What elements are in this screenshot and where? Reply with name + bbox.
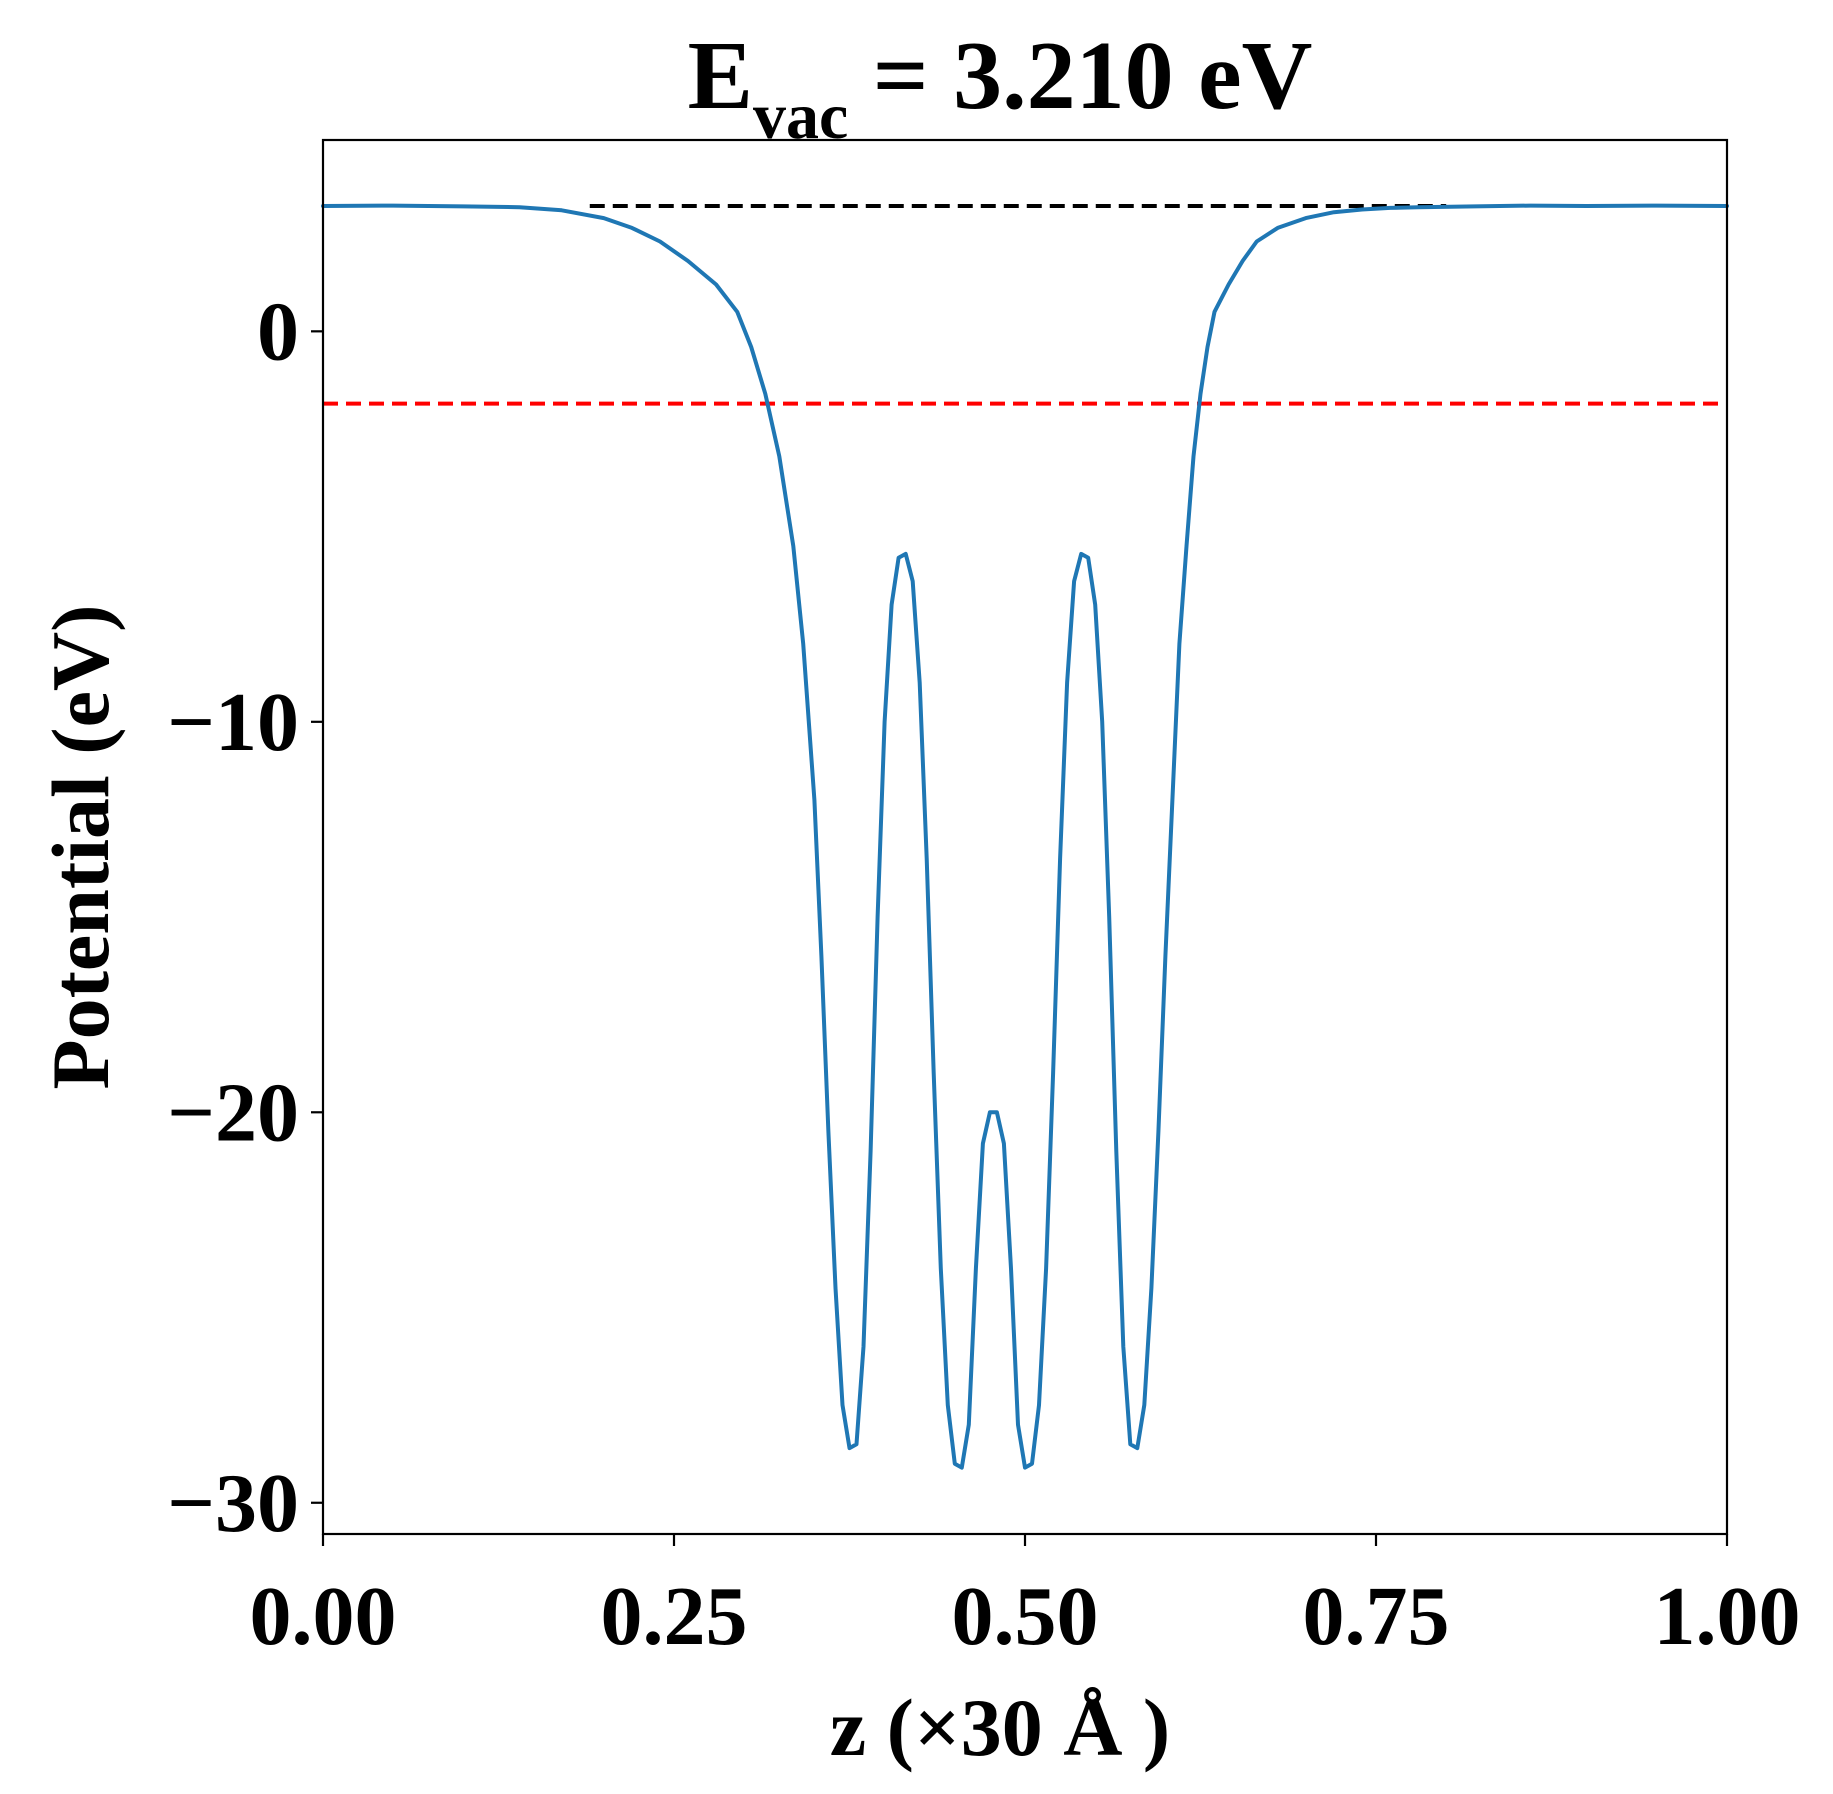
x-tick-label: 1.00: [1654, 1570, 1801, 1663]
y-tick-label: 0: [257, 285, 299, 378]
y-tick-label: −20: [167, 1066, 299, 1159]
y-tick-label: −30: [167, 1457, 299, 1550]
series-lines: [321, 203, 1729, 1470]
y-tick-label: −10: [167, 676, 299, 769]
series-line-0: [321, 203, 1729, 1470]
y-axis-label: Potential (eV): [35, 605, 126, 1090]
axes-frame: [321, 138, 1729, 1536]
x-tick-label: 0.50: [952, 1570, 1099, 1663]
x-axis-ticks: 0.00 0.25 0.50 0.75 1.00: [250, 1534, 1801, 1663]
x-tick-label: 0.00: [250, 1570, 397, 1663]
reference-lines: [323, 203, 1727, 406]
x-tick-label: 0.25: [601, 1570, 748, 1663]
x-tick-label: 0.75: [1303, 1570, 1450, 1663]
chart-title: Evac = 3.210 eV: [688, 22, 1313, 153]
x-axis-label: z (×30 Å ): [830, 1682, 1170, 1773]
y-axis-ticks: 0 −10 −20 −30: [167, 285, 323, 1550]
